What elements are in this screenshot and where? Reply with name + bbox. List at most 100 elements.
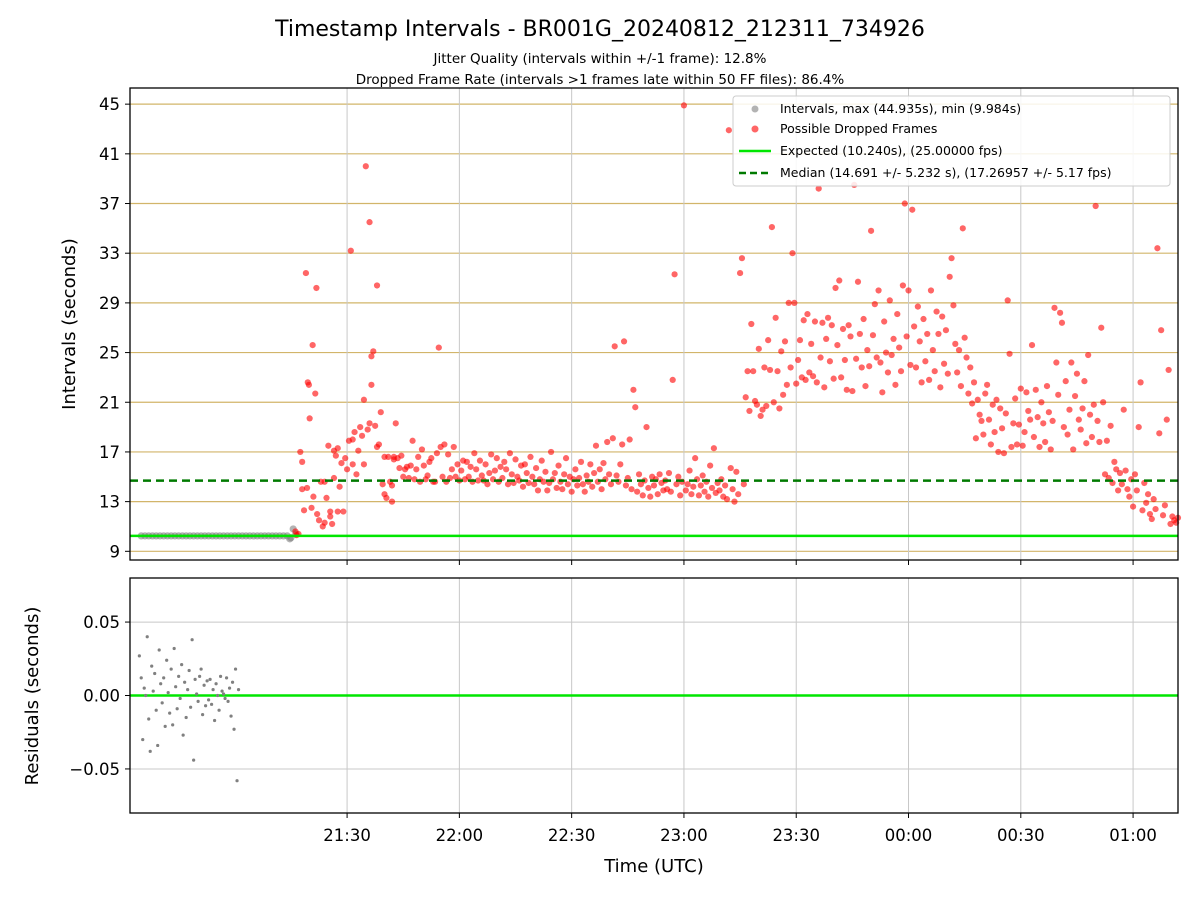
dropped-frame-point bbox=[428, 455, 435, 462]
dropped-frame-point bbox=[1010, 420, 1017, 427]
dropped-frame-point bbox=[342, 455, 349, 462]
dropped-frame-point bbox=[349, 461, 356, 468]
dropped-frame-point bbox=[813, 379, 820, 386]
residual-point bbox=[156, 743, 160, 748]
legend-marker-dropped bbox=[751, 125, 759, 133]
dropped-frame-point bbox=[377, 409, 384, 416]
dropped-frame-point bbox=[708, 484, 716, 492]
dropped-frame-point bbox=[723, 496, 731, 503]
residual-point bbox=[192, 758, 196, 762]
dropped-frame-point bbox=[531, 481, 538, 488]
dropped-frame-point bbox=[1053, 359, 1060, 366]
dropped-frame-point bbox=[853, 355, 860, 362]
dropped-frame-point bbox=[1019, 442, 1026, 449]
dropped-frame-point bbox=[716, 487, 723, 494]
dropped-frame-point bbox=[677, 492, 684, 499]
residuals-x-ticks: 21:30 22:00 22:30 23:00 23:30 00:00 00:30 01:00 bbox=[323, 813, 1157, 845]
dropped-frame-point bbox=[340, 508, 347, 515]
residual-point bbox=[162, 676, 166, 680]
dropped-frame-point bbox=[1085, 351, 1092, 359]
dropped-frame-point bbox=[824, 314, 832, 321]
dropped-frame-point bbox=[620, 338, 628, 345]
dropped-frame-point bbox=[1036, 443, 1043, 451]
dropped-frame-point bbox=[501, 458, 508, 465]
dropped-frame-point bbox=[349, 436, 356, 443]
dropped-frame-point bbox=[811, 318, 819, 325]
dropped-frame-point bbox=[998, 425, 1006, 432]
dropped-frame-point bbox=[1060, 423, 1067, 431]
residual-point bbox=[199, 667, 203, 671]
dropped-frame-point bbox=[1120, 406, 1127, 413]
dropped-frame-point bbox=[305, 381, 313, 388]
residual-point bbox=[177, 674, 181, 679]
dropped-frame-point bbox=[946, 273, 953, 280]
residuals-y-ticks: −0.05 0.00 0.05 bbox=[69, 613, 130, 779]
dropped-frame-point bbox=[778, 348, 785, 355]
dropped-frame-point bbox=[503, 466, 510, 473]
dropped-frame-point bbox=[1148, 515, 1155, 523]
dropped-frame-point bbox=[435, 344, 442, 351]
dropped-frame-point bbox=[903, 333, 910, 340]
dropped-frame-point bbox=[1118, 481, 1125, 488]
dropped-frame-point bbox=[809, 373, 817, 380]
dropped-frame-point bbox=[1077, 426, 1084, 433]
dropped-frame-point bbox=[705, 493, 712, 500]
residual-point bbox=[227, 686, 232, 690]
dropped-frame-point bbox=[587, 461, 594, 468]
residual-point bbox=[220, 689, 224, 693]
dropped-frame-point bbox=[877, 359, 884, 366]
dropped-frame-point bbox=[1040, 420, 1047, 427]
y-tick-label: 45 bbox=[99, 95, 120, 114]
dropped-frame-point bbox=[392, 420, 399, 427]
x-tick-label: 21:30 bbox=[323, 826, 371, 845]
legend-box bbox=[732, 95, 1171, 187]
dropped-frame-point bbox=[875, 287, 882, 294]
dropped-frame-point bbox=[911, 323, 918, 330]
dropped-frame-point bbox=[1083, 440, 1090, 447]
residual-point bbox=[171, 723, 175, 727]
dropped-frame-point bbox=[667, 488, 674, 495]
dropped-frame-point bbox=[523, 469, 530, 477]
dropped-frame-point bbox=[368, 381, 375, 388]
dropped-frame-point bbox=[373, 282, 381, 289]
dropped-frame-point bbox=[665, 469, 673, 477]
dropped-frame-point bbox=[933, 308, 940, 315]
dropped-frame-point bbox=[1047, 446, 1054, 453]
dropped-frame-point bbox=[538, 457, 545, 464]
dropped-frame-point bbox=[896, 344, 903, 351]
dropped-frame-point bbox=[1094, 417, 1101, 424]
dropped-frame-point bbox=[366, 219, 373, 226]
dropped-frame-point bbox=[761, 364, 768, 371]
dropped-frame-point bbox=[707, 462, 714, 469]
dropped-frame-point bbox=[682, 487, 689, 494]
dropped-frame-point bbox=[1062, 378, 1069, 385]
dropped-frame-point bbox=[454, 461, 461, 468]
dropped-frame-point bbox=[650, 482, 658, 489]
dropped-frame-point bbox=[733, 468, 740, 475]
dropped-frame-point bbox=[415, 453, 422, 461]
dropped-frame-point bbox=[1090, 401, 1097, 408]
dropped-frame-point bbox=[654, 491, 661, 498]
dropped-frame-point bbox=[385, 453, 392, 461]
dropped-frame-point bbox=[476, 457, 484, 464]
dropped-frame-point bbox=[534, 487, 542, 494]
dropped-frame-point bbox=[873, 354, 880, 361]
residual-point bbox=[212, 718, 217, 723]
dropped-frame-point bbox=[1100, 399, 1107, 406]
legend-marker-intervals bbox=[751, 105, 759, 113]
residual-point bbox=[232, 727, 236, 731]
dropped-frame-point bbox=[347, 247, 354, 254]
dropped-frame-point bbox=[695, 492, 703, 499]
dropped-frame-point bbox=[314, 510, 321, 518]
residual-point bbox=[235, 779, 239, 783]
residual-point bbox=[154, 708, 158, 712]
dropped-frame-point bbox=[669, 376, 676, 383]
dropped-frame-point bbox=[1086, 411, 1094, 418]
dropped-frame-point bbox=[1000, 450, 1008, 457]
dropped-frame-point bbox=[882, 349, 890, 356]
dropped-frame-point bbox=[832, 284, 839, 292]
dropped-frame-point bbox=[617, 461, 624, 468]
dropped-frame-point bbox=[817, 354, 824, 361]
dropped-frame-point bbox=[388, 482, 396, 489]
residual-point bbox=[151, 689, 155, 693]
